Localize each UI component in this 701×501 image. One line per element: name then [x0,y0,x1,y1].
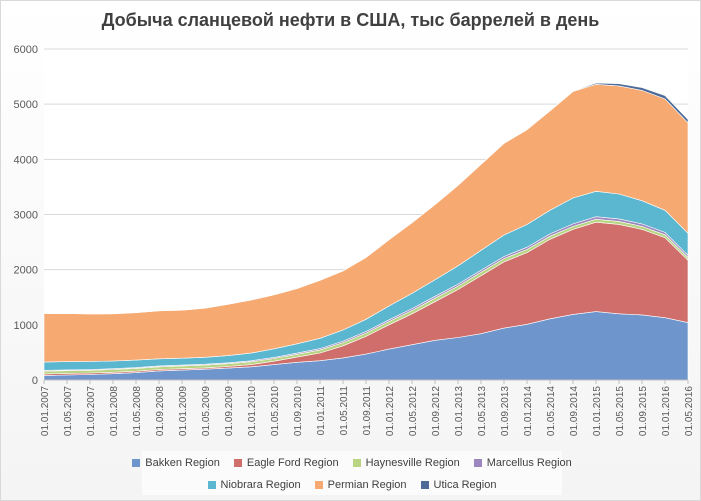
x-tick-label: 01.05.2007 [63,386,74,436]
x-tick-label: 01.01.2011 [316,386,327,436]
x-tick-label: 01.05.2013 [477,386,488,436]
x-tick-label: 01.01.2013 [454,386,465,436]
legend-item-bakken: Bakken Region [132,457,220,469]
legend-label-marcellus: Marcellus Region [486,457,572,469]
x-tick-label: 01.01.2016 [661,386,672,436]
legend-item-haynesville: Haynesville Region [352,457,460,469]
x-tick-label: 01.09.2014 [569,386,580,436]
legend-item-permian: Permian Region [314,479,407,491]
y-tick-label: 2000 [14,265,38,277]
legend-swatch-utica [420,481,429,489]
x-tick-label: 01.05.2010 [270,386,281,436]
legend-item-utica: Utica Region [420,479,497,491]
y-tick-label: 1000 [14,320,38,332]
x-tick-label: 01.09.2009 [224,386,235,436]
legend-item-niobrara: Niobrara Region [207,479,301,491]
legend-swatch-haynesville [352,459,361,467]
legend-item-marcellus: Marcellus Region [473,457,572,469]
x-tick-label: 01.05.2008 [132,386,143,436]
area-series-utica-region [43,82,689,315]
x-tick-label: 01.05.2011 [339,386,350,436]
legend-item-eagle-ford: Eagle Ford Region [233,457,339,469]
x-tick-label: 01.05.2012 [408,386,419,436]
legend-label-haynesville: Haynesville Region [365,457,460,469]
x-tick-label: 01.09.2010 [293,386,304,436]
x-tick-label: 01.09.2012 [431,386,442,436]
legend-label-utica: Utica Region [433,479,497,491]
x-tick-label: 01.01.2012 [385,386,396,436]
x-tick-label: 01.01.2009 [178,386,189,436]
legend-swatch-niobrara [207,481,216,489]
chart-title: Добыча сланцевой нефти в США, тыс баррел… [101,10,600,30]
x-tick-label: 01.01.2015 [592,386,603,436]
legend-label-eagle-ford: Eagle Ford Region [246,457,339,469]
legend-label-permian: Permian Region [327,479,407,491]
legend-row-2: Niobrara Region Permian Region Utica Reg… [142,479,562,491]
x-tick-label: 01.05.2009 [201,386,212,436]
legend-row-1: Bakken Region Eagle Ford Region Haynesvi… [132,457,572,469]
x-tick-label: 01.09.2007 [86,386,97,436]
y-tick-label: 4000 [14,154,38,166]
x-tick-label: 01.01.2010 [247,386,258,436]
legend-swatch-permian [314,481,323,489]
x-tick-label: 01.05.2016 [684,386,695,436]
x-tick-label: 01.09.2011 [362,386,373,436]
x-tick-label: 01.01.2014 [523,386,534,436]
x-tick-label: 01.09.2013 [500,386,511,436]
x-tick-label: 01.01.2007 [40,386,51,436]
legend-label-niobrara: Niobrara Region [220,479,301,491]
x-tick-label: 01.05.2014 [546,386,557,436]
y-tick-label: 5000 [14,99,38,111]
y-tick-label: 3000 [14,210,38,222]
legend-label-bakken: Bakken Region [145,457,220,469]
chart-legend: Bakken Region Eagle Ford Region Haynesvi… [132,451,572,495]
x-tick-label: 01.05.2015 [615,386,626,436]
legend-swatch-marcellus [473,459,482,467]
legend-swatch-eagle-ford [233,459,242,467]
legend-swatch-bakken [132,459,141,467]
y-tick-label: 0 [32,375,38,387]
y-tick-label: 6000 [14,44,38,56]
x-tick-label: 01.01.2008 [109,386,120,436]
x-tick-label: 01.09.2008 [155,386,166,436]
x-tick-label: 01.09.2015 [638,386,649,436]
